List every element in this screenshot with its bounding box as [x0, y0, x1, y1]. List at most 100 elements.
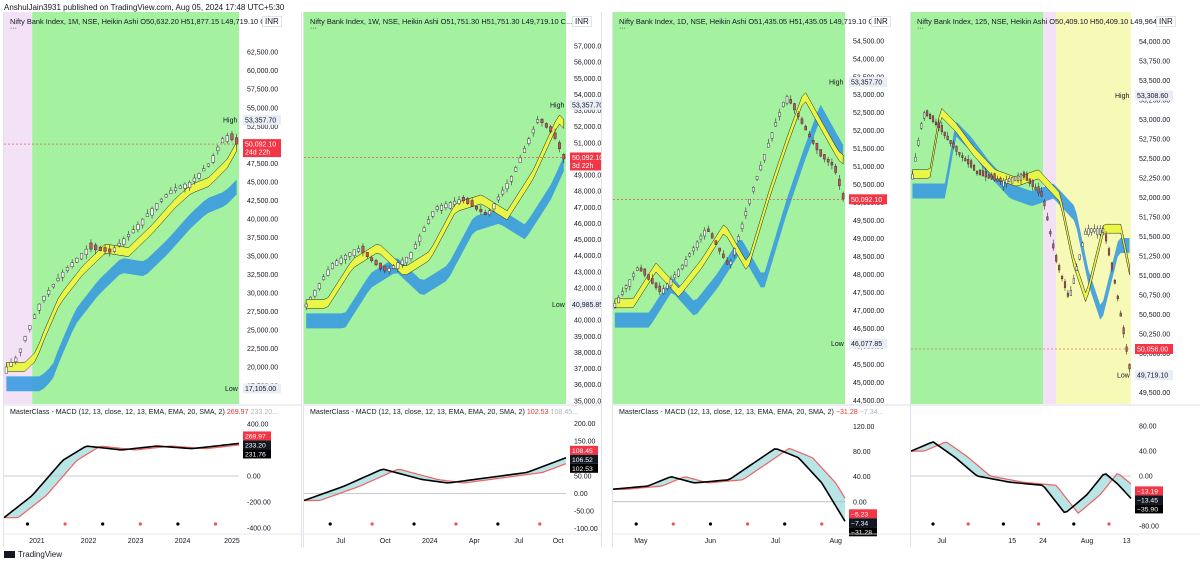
- time-axis-label: Apr: [469, 538, 481, 545]
- price-axis-tick: 54,000.00: [574, 92, 601, 99]
- macd-axis-tick: -200.00: [247, 500, 271, 507]
- candle-body: [492, 203, 496, 210]
- candle-body: [339, 257, 343, 264]
- candle-body: [920, 123, 923, 129]
- candle-body: [984, 171, 987, 178]
- price-axis-tick: 47,000.00: [853, 308, 884, 315]
- time-axis-label: May: [634, 538, 648, 545]
- time-axis-label: 2024: [175, 538, 191, 545]
- candle-body: [778, 112, 781, 117]
- candle-body: [744, 211, 748, 216]
- session-background: [304, 12, 566, 404]
- time-axis-label: Jun: [705, 538, 716, 545]
- candle-body: [14, 357, 18, 363]
- chart-panel-monthly[interactable]: 62,500.00 60,000.00 57,500.00 55,000.00 52,5…: [3, 12, 302, 547]
- price-axis-tick: 51,250.00: [1139, 253, 1170, 260]
- low-label: Low: [552, 302, 566, 309]
- macd-value: 102.53: [572, 466, 593, 473]
- candle-body: [961, 155, 964, 158]
- signal-dot: [370, 522, 374, 526]
- macd-value-badge: [570, 445, 598, 455]
- signal-dot: [745, 522, 750, 526]
- chart-panel-daily[interactable]: 54,500.0054,000.0053,500.0053,000.0052,5…: [612, 12, 911, 547]
- currency-label: INR: [572, 16, 592, 27]
- macd-histogram-fill: [911, 441, 1131, 514]
- candle-body: [929, 114, 932, 119]
- candle-body: [536, 119, 540, 123]
- candle-body: [9, 362, 13, 367]
- candle-body: [479, 209, 483, 213]
- macd-value-badge: [243, 449, 271, 459]
- candle-body: [136, 224, 140, 230]
- candle-body: [440, 205, 444, 211]
- tradingview-logo-icon: [4, 551, 15, 559]
- price-axis-tick: 45,500.00: [853, 362, 884, 369]
- candle-body: [967, 159, 970, 165]
- candle-body: [911, 173, 914, 180]
- price-axis-tick: 57,000.00: [574, 44, 601, 51]
- macd-legend: MasterClass - MACD (12, 13, close, 12, 1…: [619, 408, 884, 416]
- signal-line: [911, 441, 1132, 515]
- last-price-value: 50,092.10: [572, 155, 601, 162]
- high-value: 53,357.70: [572, 102, 601, 109]
- candle-body: [98, 246, 102, 251]
- candle-body: [1017, 174, 1020, 182]
- signal-dot: [634, 522, 638, 526]
- publish-caption: AnshulJain3931 published on TradingView.…: [4, 3, 285, 12]
- chart-svg[interactable]: 62,500.00 60,000.00 57,500.00 55,000.00 52,5…: [4, 12, 301, 547]
- candle-body: [466, 198, 470, 204]
- signal-dot: [412, 522, 416, 526]
- time-axis-label: Jul: [514, 538, 523, 545]
- price-axis-tick: 55,000.00: [247, 105, 278, 112]
- macd-axis-tick: 400.00: [247, 421, 269, 428]
- chart-panel-125min[interactable]: 54,000.00 53,750.00 53,500.00 53,250.00 53,0…: [910, 12, 1200, 547]
- price-axis-tick: 54,500.00: [853, 38, 884, 45]
- price-axis-tick: 62,500.00: [247, 50, 278, 57]
- macd-axis-tick: -50.00: [574, 509, 594, 516]
- price-axis-tick: 55,000.00: [574, 76, 601, 83]
- low-value: 17,105.00: [245, 386, 276, 393]
- candle-body: [531, 128, 535, 134]
- last-price-value: 50,092.10: [245, 142, 276, 149]
- signal-dot: [1072, 522, 1076, 526]
- candle-body: [235, 137, 239, 145]
- price-axis-tick: 52,500.00: [247, 124, 278, 131]
- signal-dot: [176, 522, 180, 526]
- price-axis-tick: 35,000.00: [247, 253, 278, 260]
- signal-dot: [213, 522, 218, 526]
- price-axis-tick: 51,000.00: [574, 140, 601, 147]
- chart-panel-weekly[interactable]: 57,000.00 56,000.00 55,000.00 54,000.00 53,0…: [303, 12, 602, 547]
- chart-svg[interactable]: 54,000.00 53,750.00 53,500.00 53,250.00 53,0…: [911, 12, 1200, 547]
- macd-line: [304, 457, 567, 502]
- candle-body: [89, 242, 93, 250]
- time-axis-label: Aug: [829, 538, 842, 545]
- price-axis-tick: 49,500.00: [853, 218, 884, 225]
- macd-value-badge: [570, 454, 598, 464]
- candle-body: [1084, 230, 1087, 235]
- candle-body: [1122, 327, 1125, 335]
- chart-svg[interactable]: 57,000.00 56,000.00 55,000.00 54,000.00 53,0…: [304, 12, 601, 547]
- candle-body: [47, 290, 51, 295]
- macd-axis-tick: -400.00: [247, 526, 271, 533]
- last-price-value: 50,092.10: [851, 197, 882, 204]
- candle-body: [949, 140, 952, 144]
- chart-svg[interactable]: 54,500.0054,000.0053,500.0053,000.0052,5…: [613, 12, 910, 547]
- candle-body: [677, 269, 680, 277]
- candle-body: [174, 187, 178, 191]
- candle-body: [309, 296, 313, 300]
- price-axis-tick: 38,000.00: [574, 350, 601, 357]
- price-axis-tick: 51,000.00: [1139, 273, 1170, 280]
- candle-body: [1116, 295, 1119, 299]
- macd-value-badge: [243, 440, 271, 450]
- price-axis-tick: 52,000.00: [574, 124, 601, 131]
- time-axis-label: Jul: [937, 538, 946, 545]
- candle-body: [435, 206, 439, 210]
- candle-body: [688, 253, 691, 257]
- candle-body: [127, 234, 131, 238]
- candle-body: [990, 174, 993, 180]
- price-axis-tick: 45,000.00: [853, 380, 884, 387]
- candle-body: [553, 132, 557, 139]
- price-axis-tick: 43,000.00: [574, 269, 601, 276]
- macd-value: 269.97: [245, 433, 266, 440]
- macd-axis-tick: 80.00: [1139, 424, 1157, 431]
